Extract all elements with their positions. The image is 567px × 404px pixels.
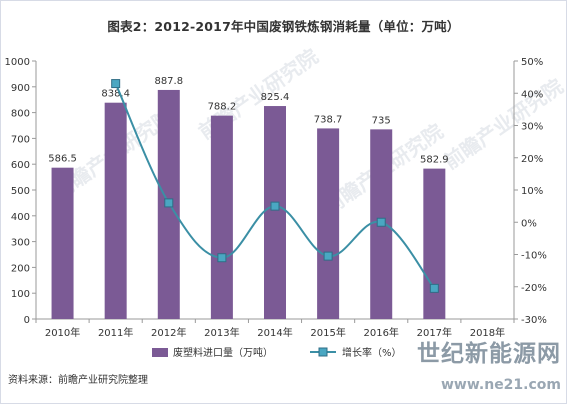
growth-rate-marker — [429, 283, 439, 293]
left-tick-label: 800 — [11, 109, 30, 120]
bar — [317, 128, 340, 319]
x-tick-label: 2014年 — [257, 326, 292, 339]
left-tick-label: 400 — [11, 212, 30, 223]
growth-rate-marker — [164, 198, 174, 208]
right-tick-label: 0% — [521, 218, 537, 229]
bar-data-label: 887.8 — [154, 76, 183, 87]
left-tick-label: 900 — [11, 83, 30, 94]
growth-rate-marker — [111, 79, 121, 89]
bar — [210, 115, 233, 319]
right-tick-label: 10% — [521, 186, 543, 197]
left-tick-label: 500 — [11, 186, 30, 197]
left-tick-label: 100 — [11, 289, 30, 300]
bar-data-label: 838.4 — [101, 89, 130, 100]
bar-data-label: 738.7 — [314, 114, 343, 125]
bar-data-label: 788.2 — [208, 102, 237, 113]
brand-watermark: 前瞻产业研究院 — [439, 74, 567, 174]
right-tick-label: 50% — [521, 57, 543, 68]
left-tick-label: 1000 — [5, 57, 30, 68]
bar-data-label: 735 — [372, 115, 391, 126]
source-note: 资料来源：前瞻产业研究院整理 — [8, 375, 148, 386]
growth-rate-marker — [376, 217, 386, 227]
x-tick-label: 2012年 — [151, 326, 186, 339]
right-tick-label: 40% — [521, 89, 543, 100]
bar-data-label: 825.4 — [261, 92, 290, 103]
bar-data-label: 582.9 — [420, 155, 449, 166]
bar — [264, 106, 286, 319]
site-watermark: 世纪新能源网 www.ne21.com — [417, 341, 561, 393]
right-tick-label: 30% — [521, 122, 543, 133]
right-tick-label: 20% — [521, 154, 543, 165]
left-tick-label: 700 — [11, 134, 30, 145]
x-tick-label: 2017年 — [417, 326, 452, 339]
bar — [423, 168, 446, 319]
legend-line-marker — [318, 347, 328, 357]
right-tick-label: -30% — [521, 315, 547, 326]
growth-rate-marker — [323, 251, 333, 261]
x-tick-label: 2011年 — [98, 326, 133, 339]
x-tick-label: 2018年 — [470, 326, 505, 339]
x-tick-label: 2013年 — [204, 326, 239, 339]
left-tick-label: 200 — [11, 263, 30, 274]
legend-bar-label: 废塑料进口量（万吨） — [173, 346, 273, 359]
x-tick-label: 2015年 — [310, 326, 345, 339]
bar — [51, 167, 74, 319]
growth-rate-marker — [270, 201, 280, 211]
right-tick-label: -20% — [521, 283, 547, 294]
legend-bar-swatch — [152, 348, 168, 357]
bar — [104, 102, 127, 319]
x-tick-label: 2010年 — [45, 326, 80, 339]
left-tick-label: 600 — [11, 160, 30, 171]
left-tick-label: 0 — [24, 315, 30, 326]
chart-title: 图表2：2012-2017年中国废钢铁炼钢消耗量（单位：万吨） — [107, 19, 460, 34]
legend-line-label: 增长率（%） — [342, 346, 402, 359]
watermark-site-name: 世纪新能源网 — [417, 341, 561, 367]
right-tick-label: -10% — [521, 251, 547, 262]
bar-data-label: 586.5 — [48, 154, 77, 165]
left-tick-label: 300 — [11, 238, 30, 249]
watermark-site-url: www.ne21.com — [441, 377, 561, 393]
growth-rate-marker — [217, 253, 227, 263]
x-tick-label: 2016年 — [363, 326, 398, 339]
